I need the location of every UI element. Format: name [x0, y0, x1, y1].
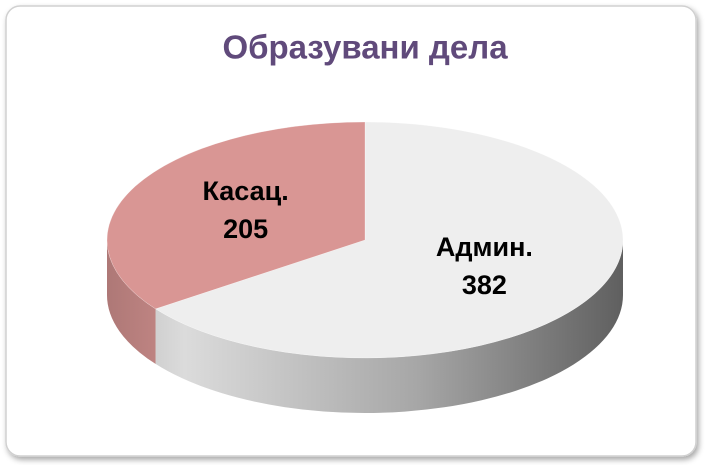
slice-side-shade: [107, 240, 156, 364]
chart-title: Образувани дела: [222, 29, 508, 66]
slice-label-value: 205: [223, 214, 268, 244]
slice: [154, 121, 624, 359]
slice: [106, 121, 366, 310]
slice-label-category: Касац.: [202, 176, 288, 206]
slice-label-value: 382: [462, 270, 507, 300]
slice-label-category: Админ.: [436, 232, 533, 262]
slice-side-shade: [155, 240, 623, 413]
